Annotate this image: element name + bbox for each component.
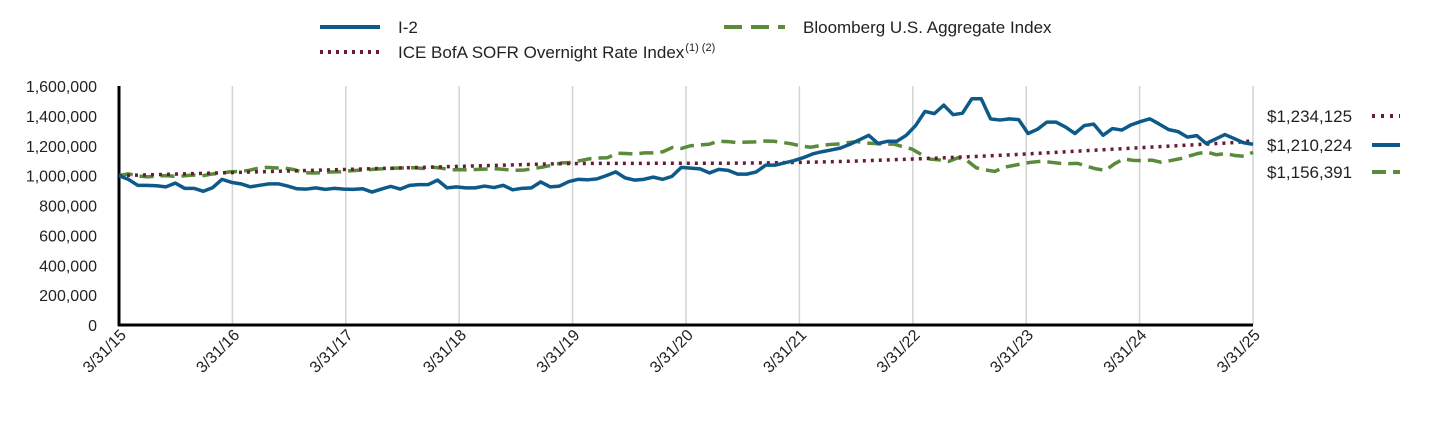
legend-label-i2: I-2 <box>398 18 418 37</box>
legend: I-2 Bloomberg U.S. Aggregate Index ICE B… <box>320 18 1052 62</box>
legend-label-sofr-text: ICE BofA SOFR Overnight Rate Index <box>398 43 685 62</box>
axes <box>117 86 1253 327</box>
series-line-sofr <box>118 138 1254 178</box>
legend-label-sofr: ICE BofA SOFR Overnight Rate Index(1) (2… <box>398 42 715 62</box>
x-tick-label: 3/31/25 <box>1214 327 1264 377</box>
y-tick-label: 0 <box>88 318 97 335</box>
legend-label-sofr-superscript: (1) (2) <box>685 42 715 54</box>
end-label-bloomberg: $1,156,391 <box>1267 163 1352 182</box>
gridlines <box>231 86 1254 325</box>
x-tick-label: 3/31/20 <box>647 327 697 377</box>
series-line-bloomberg <box>118 139 1254 179</box>
y-tick-label: 400,000 <box>39 258 97 275</box>
x-tick-label: 3/31/16 <box>193 327 243 377</box>
x-tick-label: 3/31/24 <box>1101 327 1151 377</box>
y-tick-label: 200,000 <box>39 288 97 305</box>
end-label-i2: $1,210,224 <box>1267 136 1352 155</box>
end-value-labels: $1,234,125 $1,210,224 $1,156,391 <box>1267 107 1400 182</box>
series-line-i2 <box>118 96 1254 194</box>
x-tick-label: 3/31/22 <box>874 327 924 377</box>
y-tick-label: 800,000 <box>39 199 97 216</box>
x-tick-label: 3/31/19 <box>534 327 584 377</box>
y-tick-label: 1,600,000 <box>26 79 97 96</box>
x-tick-label: 3/31/23 <box>987 327 1037 377</box>
x-tick-label: 3/31/18 <box>420 327 470 377</box>
x-tick-labels: 3/31/15 3/31/16 3/31/17 3/31/18 3/31/19 3/31/… <box>80 327 1264 377</box>
end-label-sofr: $1,234,125 <box>1267 107 1352 126</box>
x-tick-label: 3/31/21 <box>760 327 810 377</box>
legend-label-bloomberg: Bloomberg U.S. Aggregate Index <box>803 18 1052 37</box>
y-tick-label: 1,200,000 <box>26 139 97 156</box>
y-tick-label: 600,000 <box>39 228 97 245</box>
series-lines <box>118 96 1254 194</box>
x-tick-label: 3/31/17 <box>307 327 357 377</box>
y-tick-label: 1,000,000 <box>26 169 97 186</box>
y-tick-labels: 0 200,000 400,000 600,000 800,000 1,000,000 1,… <box>26 79 97 335</box>
y-tick-label: 1,400,000 <box>26 109 97 126</box>
